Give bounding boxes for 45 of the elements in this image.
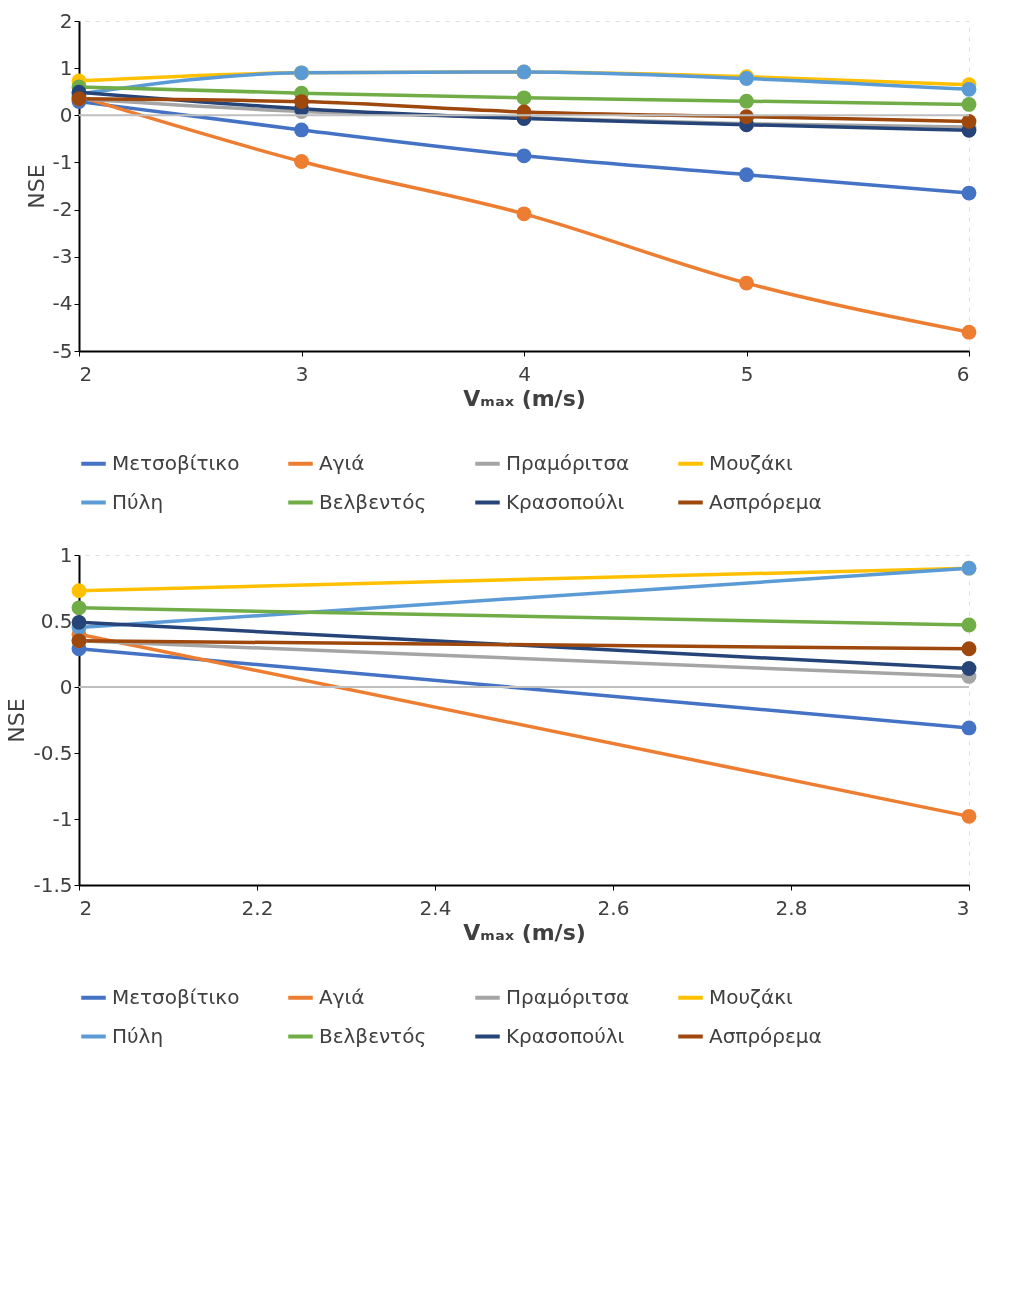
y-tick-label: 0.5 (40, 608, 73, 633)
x-tick-label: 2.6 (597, 895, 630, 920)
x-tick-label: 5 (740, 361, 754, 386)
y-tick-label: -1 (52, 806, 73, 831)
legend-label: Μουζάκι (709, 450, 793, 475)
y-tick-label: 1 (59, 55, 73, 80)
legend-label: Αγιά (319, 450, 365, 475)
legend-label: Μετσοβίτικο (112, 450, 240, 475)
legend-label: Πραμόριτσα (506, 450, 630, 475)
x-tick-label: 2 (79, 895, 93, 920)
legend-label: Βελβεντός (319, 489, 427, 514)
y-tick-label: -1.5 (33, 872, 73, 897)
legend-label: Πύλη (112, 489, 164, 514)
legend-label: Μετσοβίτικο (112, 984, 240, 1009)
y-tick-label: -3 (52, 244, 73, 269)
y-tick-label: -0.5 (33, 740, 73, 765)
y-tick-label: 2 (59, 8, 73, 33)
legend-label: Πραμόριτσα (506, 984, 630, 1009)
x-tick-label: 2 (79, 361, 93, 386)
x-tick-label: 2.2 (241, 895, 274, 920)
x-tick-label: 6 (956, 361, 970, 386)
legend-label: Αγιά (319, 984, 365, 1009)
legend-label: Βελβεντός (319, 1023, 427, 1048)
x-axis-title: Vₘₐₓ (m/s) (463, 919, 586, 945)
x-tick-label: 3 (956, 895, 970, 920)
legend-label: Κρασοπούλι (506, 1023, 625, 1048)
y-tick-label: -4 (52, 291, 73, 316)
y-tick-label: -1 (52, 149, 73, 174)
y-tick-label: 0 (59, 674, 73, 699)
y-tick-label: -5 (52, 338, 73, 363)
legend-label: Πύλη (112, 1023, 164, 1048)
legend-label: Ασπρόρεμα (709, 489, 822, 514)
legend-label: Ασπρόρεμα (709, 1023, 822, 1048)
x-axis-title: Vₘₐₓ (m/s) (463, 385, 586, 411)
x-tick-label: 4 (518, 361, 531, 386)
y-tick-label: 0 (59, 102, 73, 127)
x-tick-label: 3 (295, 361, 309, 386)
y-tick-label: 1 (59, 542, 73, 567)
x-tick-label: 2.4 (419, 895, 452, 920)
x-tick-label: 2.8 (775, 895, 808, 920)
legend-label: Μουζάκι (709, 984, 793, 1009)
y-axis-title: NSE (4, 698, 30, 743)
y-axis-title: NSE (23, 164, 49, 209)
y-tick-label: -2 (52, 197, 73, 222)
legend-label: Κρασοπούλι (506, 489, 625, 514)
